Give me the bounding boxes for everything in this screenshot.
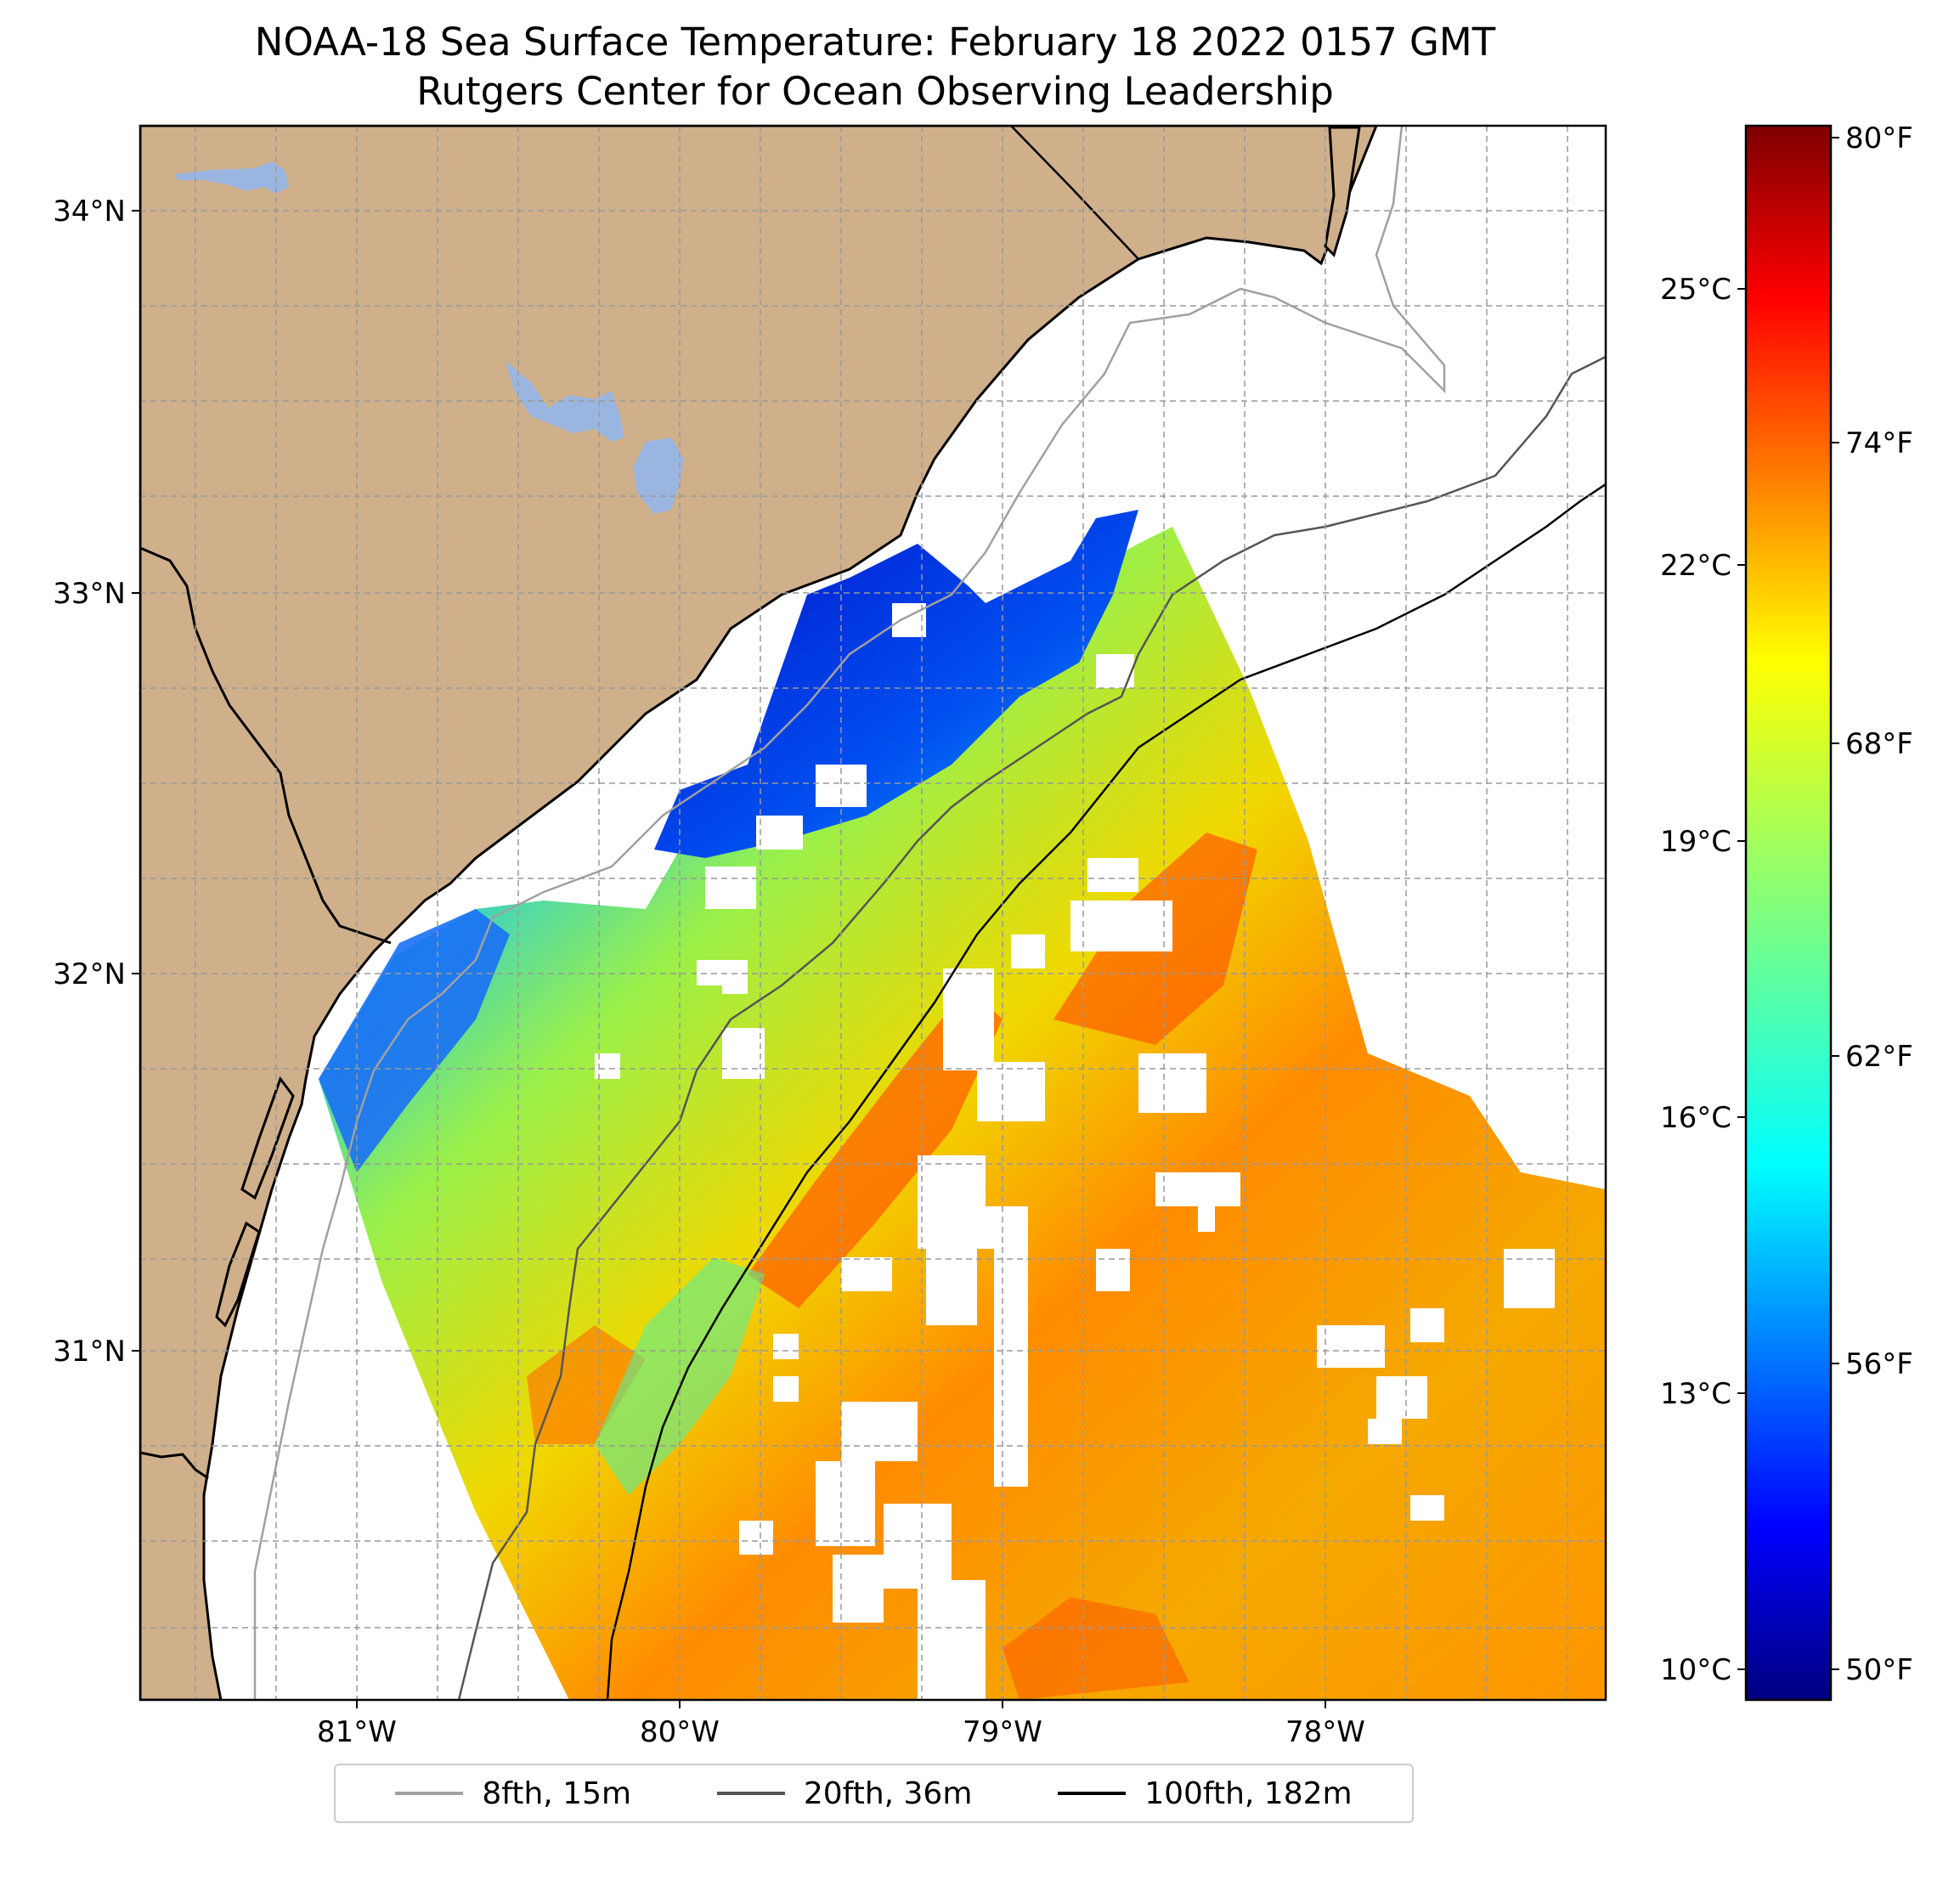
sst-warm-streak xyxy=(1003,1597,1189,1700)
state-boundary xyxy=(140,546,392,945)
map-frame xyxy=(138,124,1607,1702)
legend-label: 100fth, 182m xyxy=(1144,1776,1353,1811)
longitude-axis: 81°W 80°W 79°W 78°W xyxy=(317,1700,1365,1749)
lat-label: 33°N xyxy=(53,577,126,611)
lon-label: 80°W xyxy=(640,1715,720,1749)
sst-cold-patch xyxy=(654,510,1138,858)
lake xyxy=(174,161,289,194)
graticule xyxy=(140,126,1606,1700)
state-boundary xyxy=(1010,126,1139,260)
isobath-100fth xyxy=(606,483,1606,1700)
legend-line-icon xyxy=(395,1792,464,1795)
barrier-island xyxy=(215,1221,261,1328)
colorbar-fahrenheit-label: 62°F xyxy=(1845,1040,1913,1074)
lake xyxy=(506,361,624,442)
legend-item-20fth: 20fth, 36m xyxy=(716,1776,973,1811)
colorbar-celsius-label: 13°C xyxy=(1660,1377,1731,1411)
map-title: NOAA-18 Sea Surface Temperature: Februar… xyxy=(254,20,1496,65)
map-subtitle: Rutgers Center for Ocean Observing Leade… xyxy=(416,69,1334,114)
lon-label: 78°W xyxy=(1285,1715,1365,1749)
isobath-8fth xyxy=(253,126,1446,1700)
lat-label: 34°N xyxy=(53,195,126,229)
lon-label: 79°W xyxy=(963,1715,1042,1749)
lat-label: 32°N xyxy=(53,957,126,991)
lat-label: 31°N xyxy=(53,1335,126,1369)
colorbar-celsius-label: 25°C xyxy=(1660,273,1731,307)
colorbar-fahrenheit-label: 74°F xyxy=(1845,426,1913,460)
colorbar-fahrenheit-label: 56°F xyxy=(1845,1347,1913,1381)
colorbar-celsius-label: 19°C xyxy=(1660,825,1731,859)
legend-item-8fth: 8fth, 15m xyxy=(395,1776,631,1811)
colorbar-celsius-label: 22°C xyxy=(1660,549,1731,583)
barrier-island xyxy=(240,1075,295,1200)
isobath-20fth xyxy=(457,355,1606,1700)
colorbar-fahrenheit-label: 50°F xyxy=(1845,1653,1913,1687)
land-area xyxy=(140,126,1378,1700)
colorbar-celsius-label: 10°C xyxy=(1660,1653,1731,1687)
colorbar-fahrenheit-label: 68°F xyxy=(1845,727,1913,761)
map-area xyxy=(140,126,1606,1700)
colorbar-celsius-label: 16°C xyxy=(1660,1101,1731,1135)
lon-label: 81°W xyxy=(317,1715,397,1749)
legend-line-icon xyxy=(1058,1792,1127,1795)
isobath-legend: 8fth, 15m 20fth, 36m 100fth, 182m xyxy=(334,1764,1414,1823)
sst-warm-streak xyxy=(748,985,1003,1308)
legend-label: 8fth, 15m xyxy=(482,1776,632,1811)
legend-item-100fth: 100fth, 182m xyxy=(1058,1776,1353,1811)
state-boundary xyxy=(140,1451,209,1480)
colorbar: 25°C 22°C 19°C 16°C 13°C 10°C 80°F 74°F … xyxy=(1660,121,1913,1702)
colorbar-gradient xyxy=(1744,124,1833,1702)
sst-warm-streak xyxy=(527,1325,646,1444)
lake xyxy=(633,438,684,514)
legend-label: 20fth, 36m xyxy=(803,1776,973,1811)
sst-green-patch xyxy=(595,1257,765,1495)
colorbar-fahrenheit-label: 80°F xyxy=(1845,121,1913,155)
latitude-axis: 34°N 33°N 32°N 31°N xyxy=(53,195,140,1369)
barrier-island xyxy=(1324,126,1361,257)
legend-line-icon xyxy=(716,1792,785,1795)
